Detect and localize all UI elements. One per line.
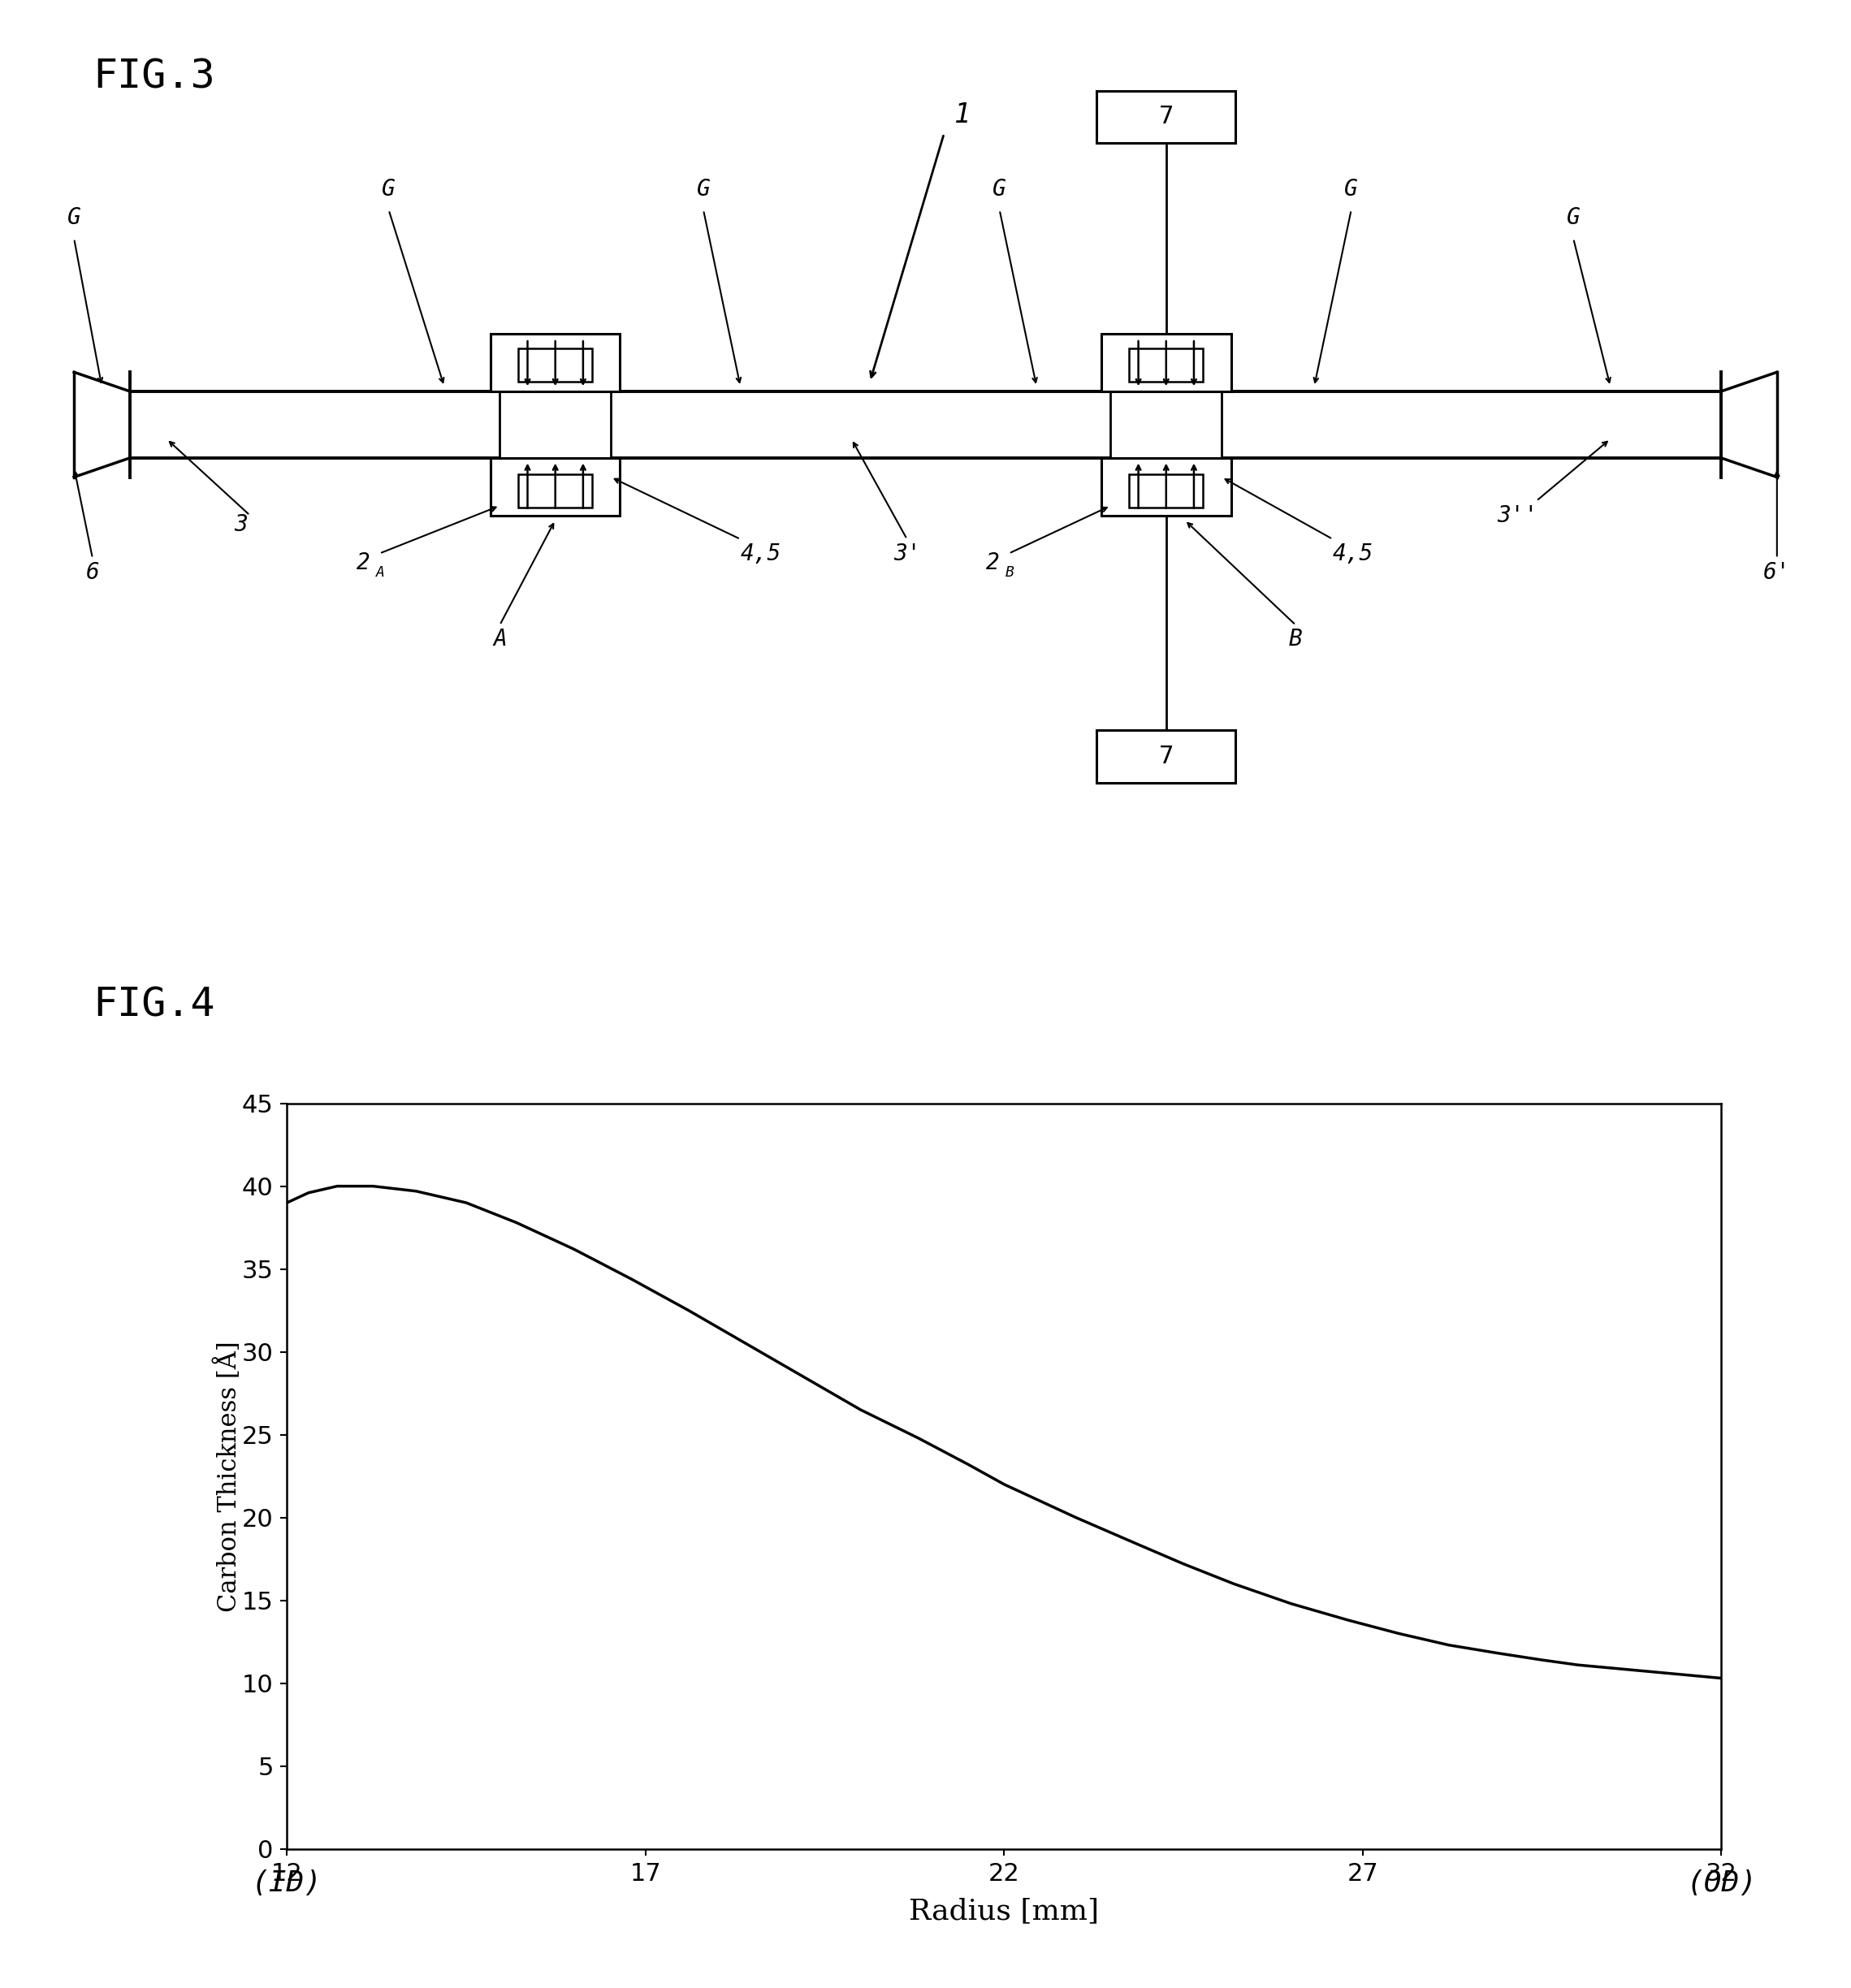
Text: G: G bbox=[992, 177, 1007, 201]
Text: 6: 6 bbox=[85, 561, 100, 584]
Bar bbox=[1096, 730, 1236, 783]
Text: 3': 3' bbox=[894, 543, 920, 565]
Text: G: G bbox=[381, 177, 396, 201]
Text: 2: 2 bbox=[357, 551, 370, 575]
Text: 4,5: 4,5 bbox=[740, 543, 781, 565]
Bar bbox=[1101, 334, 1231, 392]
Text: G: G bbox=[67, 207, 81, 229]
Text: FIG.4: FIG.4 bbox=[93, 986, 215, 1024]
Text: 7: 7 bbox=[1159, 744, 1174, 767]
Text: 1: 1 bbox=[955, 101, 970, 127]
Bar bbox=[518, 475, 592, 507]
Text: 3: 3 bbox=[233, 513, 248, 537]
Text: FIG.3: FIG.3 bbox=[93, 58, 215, 95]
Bar bbox=[518, 348, 592, 382]
Text: B: B bbox=[1288, 628, 1303, 650]
Y-axis label: Carbon Thickness [Å]: Carbon Thickness [Å] bbox=[215, 1340, 242, 1612]
X-axis label: Radius [mm]: Radius [mm] bbox=[909, 1897, 1099, 1924]
Text: 4,5: 4,5 bbox=[1333, 543, 1373, 565]
Text: 3'': 3'' bbox=[1497, 503, 1538, 527]
Bar bbox=[1096, 91, 1236, 143]
Text: G: G bbox=[1344, 177, 1359, 201]
Text: (OD): (OD) bbox=[1686, 1869, 1757, 1897]
Text: B: B bbox=[1005, 565, 1014, 580]
Text: A: A bbox=[376, 565, 385, 580]
Text: (ID): (ID) bbox=[252, 1869, 322, 1897]
Text: 6': 6' bbox=[1764, 561, 1790, 584]
Bar bbox=[1101, 457, 1231, 515]
Bar bbox=[1129, 348, 1203, 382]
Text: 2: 2 bbox=[987, 551, 1000, 575]
Bar bbox=[491, 457, 620, 515]
Text: G: G bbox=[696, 177, 711, 201]
Text: G: G bbox=[1566, 207, 1581, 229]
Text: 7: 7 bbox=[1159, 105, 1174, 129]
Text: A: A bbox=[492, 628, 507, 650]
Bar bbox=[1129, 475, 1203, 507]
Bar bbox=[491, 334, 620, 392]
